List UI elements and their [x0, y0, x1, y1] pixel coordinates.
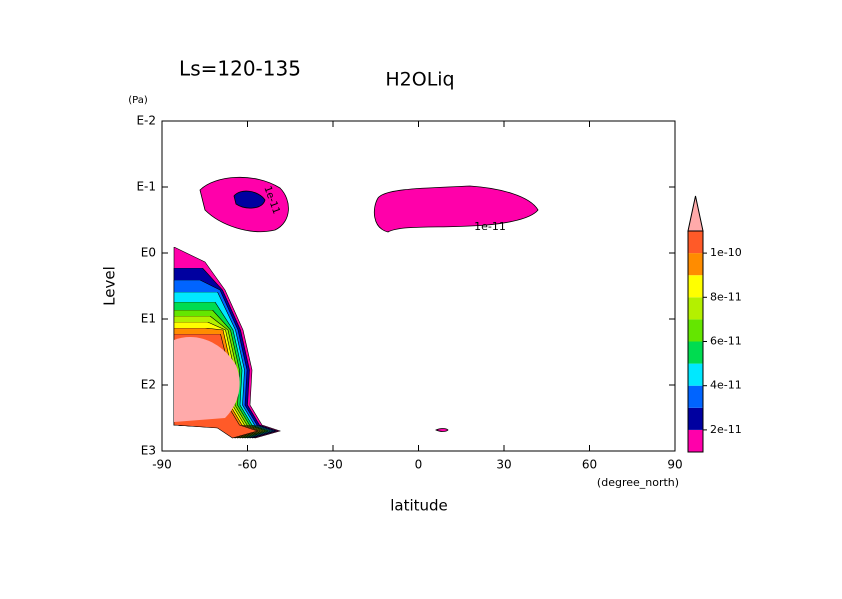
- y-label: Level: [101, 266, 119, 306]
- colorbar-over: [687, 195, 704, 232]
- colorbar-label: 2e-11: [710, 423, 742, 436]
- colorbar-label: 8e-11: [710, 290, 742, 303]
- colorbar-label: 1e-10: [710, 246, 742, 259]
- contour-region: [435, 428, 449, 432]
- colorbar-segment: [688, 253, 703, 276]
- contour-region: [174, 337, 240, 422]
- contour-region: [233, 190, 266, 209]
- y-tick-label: E-2: [136, 114, 156, 128]
- colorbar-segment: [688, 407, 703, 430]
- x-tick-label: -30: [323, 458, 343, 472]
- x-label: latitude: [390, 497, 448, 515]
- contour-region: [373, 185, 539, 233]
- colorbar-segment: [688, 319, 703, 342]
- y-tick-label: E1: [141, 312, 156, 326]
- x-tick-label: -90: [152, 458, 172, 472]
- colorbar-segment: [688, 429, 703, 452]
- colorbar-segment: [688, 363, 703, 386]
- x-tick-label: -60: [238, 458, 258, 472]
- colorbar-segment: [688, 297, 703, 320]
- x-tick-label: 30: [496, 458, 511, 472]
- x-tick-label: 60: [582, 458, 597, 472]
- x-unit: (degree_north): [597, 476, 679, 489]
- y-tick-label: E0: [141, 246, 156, 260]
- x-tick-label: 0: [415, 458, 423, 472]
- colorbar-segment: [688, 275, 703, 298]
- colorbar-label: 6e-11: [710, 335, 742, 348]
- contours: [173, 176, 539, 439]
- y-tick-label: E-1: [136, 180, 156, 194]
- y-tick-label: E2: [141, 378, 156, 392]
- contour-label: 1e-11: [474, 220, 506, 233]
- x-tick-label: 90: [667, 458, 682, 472]
- y-tick-label: E3: [141, 444, 156, 458]
- colorbar-segment: [688, 385, 703, 408]
- colorbar-label: 4e-11: [710, 379, 742, 392]
- chart-title: H2OLiq: [385, 69, 454, 91]
- colorbar-segment: [688, 231, 703, 254]
- subtitle: Ls=120-135: [179, 57, 301, 81]
- y-unit: (Pa): [128, 95, 148, 106]
- colorbar-segment: [688, 341, 703, 364]
